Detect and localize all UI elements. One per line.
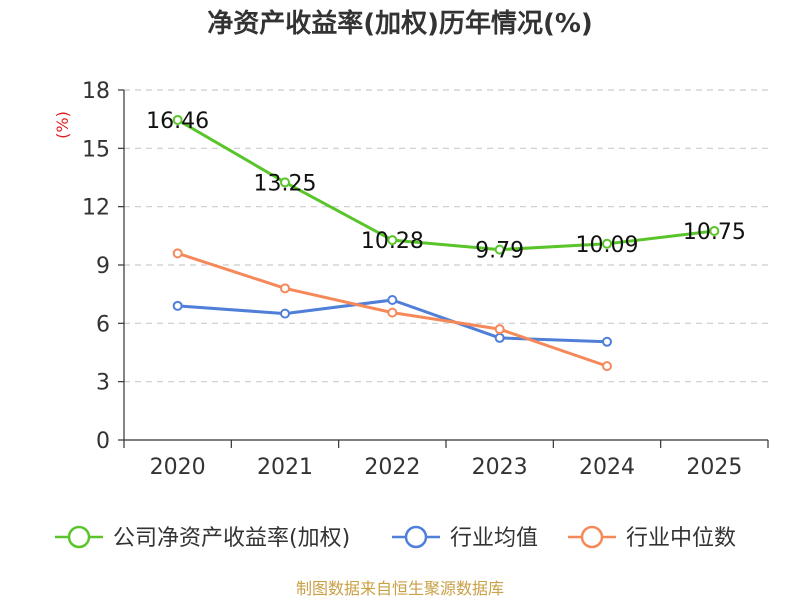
legend-marker [404,525,428,549]
x-tick-label: 2021 [257,455,313,480]
data-labels: 16.46 13.25 10.28 9.79 10.09 10.75 [146,109,746,264]
data-point[interactable] [494,332,505,343]
source-note: 制图数据来自恒生聚源数据库 [296,579,504,598]
series-layer [172,114,720,372]
y-tick-label: 0 [96,429,110,454]
data-label: 13.25 [254,171,317,196]
data-label: 9.79 [475,239,524,264]
data-point[interactable] [602,336,612,347]
legend[interactable]: 公司净资产收益率(加权) 行业均值 行业中位数 [55,525,736,551]
x-tick-label: 2023 [472,455,528,480]
data-point[interactable] [172,114,183,125]
legend-item[interactable]: 行业中位数 [568,525,736,551]
axes: 0 3 6 9 12 15 18 2020 2021 2022 2023 2024 2025 [82,79,769,480]
data-point[interactable] [280,308,290,319]
data-label: 10.28 [361,229,424,254]
legend-item[interactable]: 公司净资产收益率(加权) [55,525,350,551]
data-label: 10.75 [683,220,746,245]
series-line [176,118,715,252]
y-tick-label: 3 [96,371,110,396]
series-line [177,298,608,344]
data-point[interactable] [172,248,183,259]
y-tick-label: 6 [96,312,110,337]
y-tick-label: 15 [82,137,110,162]
legend-marker [67,525,91,549]
legend-item[interactable]: 行业均值 [392,525,538,551]
y-tick-label: 18 [82,79,110,104]
data-point[interactable] [280,177,290,188]
data-point[interactable] [387,307,398,318]
chart-title: 净资产收益率(加权)历年情况(%) [207,8,593,39]
y-tick-label: 12 [82,196,110,221]
legend-label: 行业均值 [450,526,538,551]
data-label: 16.46 [146,109,209,134]
x-tick-label: 2024 [579,455,635,480]
y-axis-label: (%) [53,111,72,139]
y-tick-label: 9 [96,254,110,279]
data-point[interactable] [387,295,398,305]
data-point[interactable] [172,300,183,311]
x-tick-label: 2022 [364,455,420,480]
data-point[interactable] [280,283,290,294]
data-point[interactable] [602,238,612,249]
data-point[interactable] [494,324,505,335]
data-point[interactable] [387,235,398,246]
data-point[interactable] [494,244,505,255]
data-point[interactable] [709,225,720,236]
legend-label: 行业中位数 [626,526,736,551]
data-point[interactable] [602,361,612,372]
data-label: 10.09 [576,233,639,258]
legend-marker [580,525,604,549]
legend-label: 公司净资产收益率(加权) [113,526,350,551]
x-tick-label: 2025 [686,455,742,480]
gridlines [124,89,768,383]
x-tick-label: 2020 [150,455,206,480]
